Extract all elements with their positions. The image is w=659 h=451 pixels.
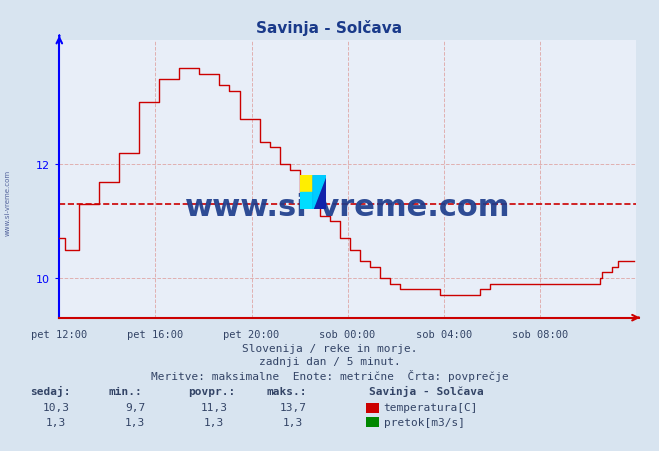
Text: Savinja - Solčava: Savinja - Solčava: [369, 386, 484, 396]
Text: maks.:: maks.:: [267, 387, 307, 396]
Text: 1,3: 1,3: [125, 417, 145, 427]
Text: zadnji dan / 5 minut.: zadnji dan / 5 minut.: [258, 356, 401, 366]
Bar: [300, 193, 313, 210]
Text: 1,3: 1,3: [283, 417, 303, 427]
Text: min.:: min.:: [109, 387, 142, 396]
Bar: [300, 176, 313, 193]
Text: 9,7: 9,7: [125, 402, 145, 412]
Text: pet 16:00: pet 16:00: [127, 329, 184, 339]
Text: temperatura[C]: temperatura[C]: [384, 402, 478, 412]
Text: Savinja - Solčava: Savinja - Solčava: [256, 20, 403, 36]
Text: pet 12:00: pet 12:00: [31, 329, 88, 339]
Text: 10,3: 10,3: [43, 402, 69, 412]
Text: Slovenija / reke in morje.: Slovenija / reke in morje.: [242, 344, 417, 354]
Text: www.si-vreme.com: www.si-vreme.com: [5, 170, 11, 236]
Text: pretok[m3/s]: pretok[m3/s]: [384, 417, 465, 427]
Text: 11,3: 11,3: [201, 402, 227, 412]
Polygon shape: [313, 176, 326, 210]
Text: sob 00:00: sob 00:00: [320, 329, 376, 339]
Text: sedaj:: sedaj:: [30, 386, 70, 396]
Text: povpr.:: povpr.:: [188, 387, 235, 396]
Text: pet 20:00: pet 20:00: [223, 329, 279, 339]
Text: sob 04:00: sob 04:00: [416, 329, 472, 339]
Text: sob 08:00: sob 08:00: [511, 329, 568, 339]
Text: 1,3: 1,3: [46, 417, 66, 427]
Bar: [313, 176, 326, 210]
Text: 13,7: 13,7: [280, 402, 306, 412]
Text: Meritve: maksimalne  Enote: metrične  Črta: povprečje: Meritve: maksimalne Enote: metrične Črta…: [151, 369, 508, 381]
Text: www.si-vreme.com: www.si-vreme.com: [185, 193, 510, 221]
Text: 1,3: 1,3: [204, 417, 224, 427]
